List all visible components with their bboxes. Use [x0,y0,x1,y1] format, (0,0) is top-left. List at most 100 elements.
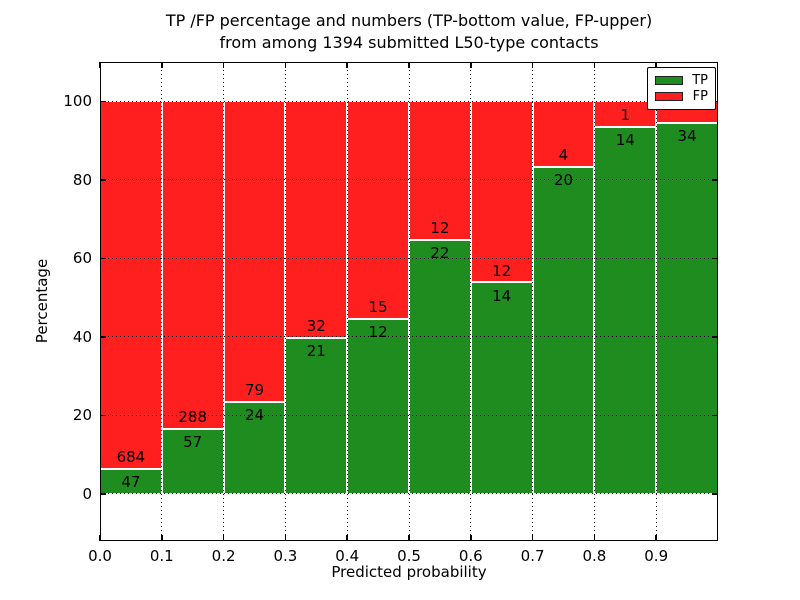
x-tick-bottom [222,535,225,541]
grid-layer [100,62,718,541]
bar-0.6-0.7 [470,101,533,494]
x-tick-top [284,62,287,68]
gridline-v-0.7 [532,62,534,541]
bar-label-fp: 15 [368,298,388,317]
x-tick-bottom [655,535,657,541]
y-tick-right [712,336,718,338]
bar-label-tp: 12 [368,323,388,342]
chart-title: TP /FP percentage and numbers (TP-bottom… [100,10,718,54]
gridline-v-0.1 [161,62,163,541]
x-tick-bottom [161,535,163,541]
bar-labels-layer: 684 47 288 57 79 24 32 21 15 12 12 22 12 14 4 20 1 14 34 [100,62,718,541]
x-tick-bottom [284,535,287,541]
x-axis-label: Predicted probability [331,563,487,581]
bar-label-tp: 20 [553,170,574,189]
x-tick-label-0.8: 0.8 [582,547,607,565]
bar-label-fp: 1 [620,106,631,125]
bar-label-fp: 288 [178,408,208,426]
y-tick-label-20: 20 [72,406,92,425]
bar-label-tp: 22 [430,243,450,262]
bar-0.9-1.0 [656,101,718,494]
bar-label-tp: 24 [244,406,265,425]
x-tick-bottom [99,535,101,541]
y-tick-label-0: 0 [82,484,92,503]
x-tick-label-0.5: 0.5 [397,547,421,565]
legend-swatch-tp-icon [655,75,683,85]
gridline-v-0.4 [346,62,348,541]
bars-layer [100,62,718,541]
bar-segment-fp [594,101,657,128]
x-tick-bottom [593,535,596,541]
gridline-v-0.6 [470,62,472,541]
x-tick-label-0.7: 0.7 [520,547,545,565]
y-tick-right [712,257,718,260]
y-tick-right [712,493,718,495]
y-tick-left [100,257,106,260]
legend-row-fp: FP [655,90,708,103]
bar-label-tp: 21 [306,342,326,361]
bar-segment-tp [223,402,286,494]
plot-area: 684 47 288 57 79 24 32 21 15 12 12 22 12 14 4 20 1 14 34 T… [99,62,718,541]
y-tick-label-100: 100 [63,92,92,111]
legend-swatch-fp-icon [655,92,683,102]
y-tick-right [712,179,718,181]
x-tick-bottom [408,535,410,541]
x-tick-top [470,62,472,68]
chart-title-line1: TP /FP percentage and numbers (TP-bottom… [165,11,653,30]
x-tick-label-0.2: 0.2 [211,547,236,565]
y-tick-left [100,336,106,338]
x-tick-label-0.0: 0.0 [88,547,112,565]
x-tick-label-0.4: 0.4 [335,547,360,565]
x-tick-top [531,62,534,68]
bar-0.3-0.4 [285,101,348,494]
legend: TP FP [647,67,716,110]
bar-label-fp: 684 [116,447,146,466]
y-tick-left [100,493,106,495]
bar-segment-tp [100,468,162,494]
bar-0.2-0.3 [223,101,286,494]
bar-0.7-0.8 [532,101,595,494]
y-tick-left [100,414,106,417]
y-tick-label-60: 60 [72,249,92,268]
chart-title-line2: from among 1394 submitted L50-type conta… [219,33,599,52]
x-tick-label-0.6: 0.6 [458,547,483,565]
bar-label-fp: 79 [244,381,265,400]
x-tick-top [161,62,163,68]
gridline-v-0.3 [284,62,286,541]
x-tick-label-0.1: 0.1 [149,547,174,565]
gridline-v-0.5 [408,62,410,541]
x-tick-top [593,62,596,68]
gridline-v-0.2 [223,62,225,541]
bar-label-tp: 34 [677,127,697,146]
bar-segment-tp [409,239,471,494]
x-tick-label-0.9: 0.9 [644,547,669,565]
x-tick-bottom [470,535,472,541]
bar-label-fp: 32 [306,317,326,336]
bar-label-tp: 14 [615,131,635,150]
y-tick-left [100,100,106,102]
y-tick-label-80: 80 [72,170,92,189]
legend-row-tp: TP [655,74,708,87]
gridline-v-0.9 [655,62,657,541]
bar-segment-tp [656,123,718,494]
bar-segment-tp [285,338,348,494]
bar-label-fp: 12 [492,261,512,280]
bar-0.0-0.1 [100,101,162,494]
x-tick-top [655,62,657,68]
x-tick-bottom [346,535,348,541]
y-tick-right [712,414,718,417]
y-tick-label-40: 40 [72,327,92,346]
x-tick-bottom [531,535,534,541]
ticks-layer [99,62,718,541]
bar-label-tp: 57 [183,433,203,451]
x-tick-label-0.3: 0.3 [273,547,298,565]
bar-segment-tp [532,166,595,494]
x-tick-top [346,62,348,68]
bar-label-fp: 12 [430,218,450,237]
x-tick-top [408,62,410,68]
bar-label-tp: 47 [121,472,141,491]
bar-segment-tp [347,319,409,494]
bar-label-fp: 4 [558,145,569,164]
bar-segment-tp [470,282,533,494]
